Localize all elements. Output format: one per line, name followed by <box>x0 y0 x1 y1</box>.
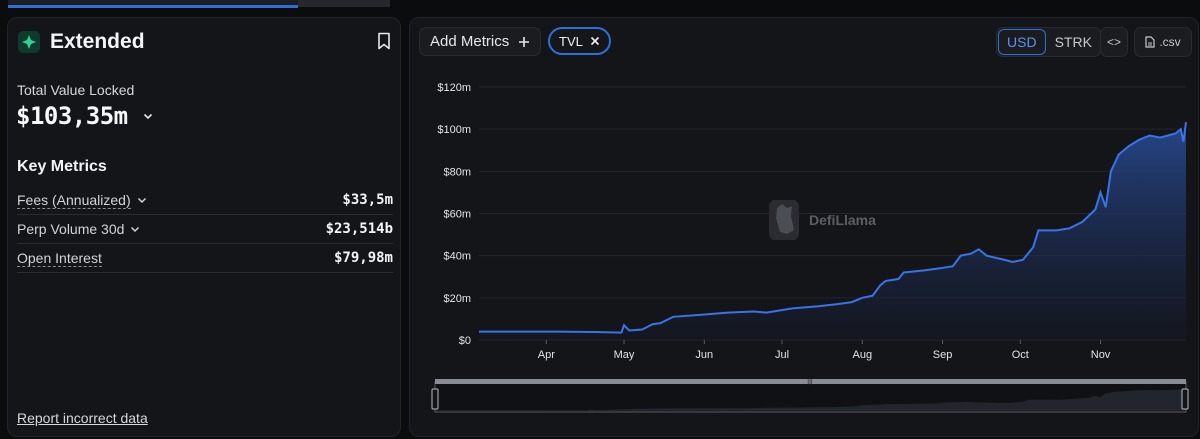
x-tick-label: May <box>614 349 635 361</box>
bookmark-icon[interactable] <box>376 32 392 50</box>
add-metrics-button[interactable]: Add Metrics <box>419 27 542 56</box>
top-tab-strip <box>0 0 1200 10</box>
metric-value: $33,5m <box>342 192 393 208</box>
close-icon[interactable] <box>590 36 600 46</box>
file-icon <box>1145 36 1155 48</box>
currency-usd-button[interactable]: USD <box>998 29 1046 55</box>
x-tick-label: Nov <box>1091 349 1111 361</box>
x-tick-label: Jul <box>775 349 789 361</box>
y-axis: $0 $20m $40m $60m $80m $100m $120m <box>437 82 471 347</box>
tvl-chip-label: TVL <box>559 33 583 49</box>
protocol-name: Extended <box>50 30 145 53</box>
report-incorrect-data-link[interactable]: Report incorrect data <box>17 410 148 426</box>
protocol-header: Extended <box>18 30 145 54</box>
chart-panel: Add Metrics TVL USD STRK <> .csv $0 $20m $… <box>409 17 1199 437</box>
top-tab-secondary[interactable] <box>298 0 390 7</box>
range-bar[interactable] <box>435 379 1186 384</box>
y-tick-label: $40m <box>443 251 471 263</box>
x-tick-label: Jun <box>695 349 713 361</box>
chevron-down-icon[interactable] <box>142 110 154 122</box>
metric-value: $79,98m <box>333 250 393 266</box>
embed-button[interactable]: <> <box>1100 27 1128 57</box>
metric-label: Fees (Annualized) <box>17 192 147 209</box>
currency-strk-button[interactable]: STRK <box>1054 34 1092 50</box>
tvl-chart[interactable]: $0 $20m $40m $60m $80m $100m $120m Apr May Jun Ju… <box>410 18 1200 438</box>
range-handle-left[interactable] <box>431 388 439 410</box>
x-tick-label: Sep <box>933 349 953 361</box>
tvl-label: Total Value Locked <box>17 82 135 98</box>
tvl-area <box>479 122 1186 340</box>
add-metrics-label: Add Metrics <box>430 33 510 50</box>
metric-label-text: Perp Volume 30d <box>17 221 125 237</box>
metric-label-text: Open Interest <box>17 249 102 267</box>
x-axis: Apr May Jun Jul Aug Sep Oct Nov <box>538 340 1111 361</box>
tvl-metric-chip[interactable]: TVL <box>548 27 611 55</box>
y-tick-label: $0 <box>459 335 471 347</box>
y-tick-label: $60m <box>443 209 471 221</box>
watermark: DefiLlama <box>769 200 876 240</box>
mini-chart-area <box>436 388 1185 411</box>
currency-toggle: USD STRK <box>996 27 1101 57</box>
range-handle-right[interactable] <box>1181 388 1189 410</box>
top-tab-active[interactable] <box>8 0 298 8</box>
x-tick-label: Aug <box>852 349 872 361</box>
protocol-summary-panel: Extended Total Value Locked $103,35m Key… <box>7 17 401 437</box>
defillama-logo-icon <box>769 200 799 240</box>
metric-label-text: Fees (Annualized) <box>17 191 131 209</box>
csv-download-button[interactable]: .csv <box>1134 27 1192 57</box>
metric-label: Perp Volume 30d <box>17 221 140 237</box>
embed-code-icon: <> <box>1106 35 1121 49</box>
tvl-line <box>479 121 1187 334</box>
metric-value: $23,514b <box>325 221 393 237</box>
range-selector[interactable]: ||| <box>431 379 1189 413</box>
key-metrics-title: Key Metrics <box>17 158 107 175</box>
protocol-logo-icon <box>18 31 40 53</box>
range-grip-icon[interactable]: ||| <box>807 379 813 386</box>
metric-row-open-interest[interactable]: Open Interest $79,98m <box>17 244 393 273</box>
y-tick-label: $120m <box>437 82 471 94</box>
chevron-down-icon[interactable] <box>130 224 140 234</box>
plus-icon <box>519 36 530 47</box>
y-tick-label: $80m <box>443 166 471 178</box>
csv-label: .csv <box>1159 35 1181 49</box>
metric-row-perp-volume[interactable]: Perp Volume 30d $23,514b <box>17 215 393 244</box>
metric-row-fees[interactable]: Fees (Annualized) $33,5m <box>17 186 393 215</box>
x-tick-label: Oct <box>1012 349 1029 361</box>
chevron-down-icon[interactable] <box>137 195 147 205</box>
tvl-value: $103,35m <box>16 102 128 130</box>
y-tick-label: $20m <box>443 293 471 305</box>
metric-label: Open Interest <box>17 250 102 267</box>
watermark-text: DefiLlama <box>809 212 876 228</box>
x-tick-label: Apr <box>538 349 555 361</box>
y-tick-label: $100m <box>437 124 471 136</box>
